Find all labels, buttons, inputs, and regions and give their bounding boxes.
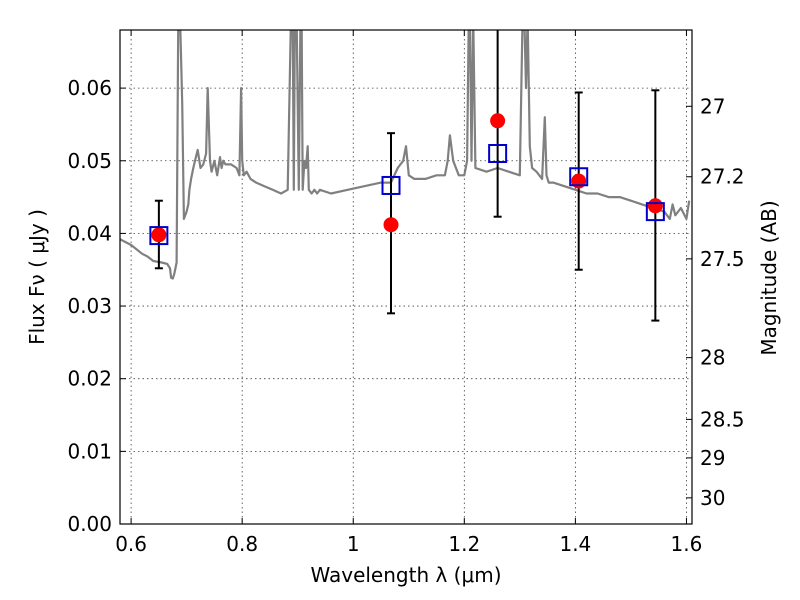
y-tick-label: 0.01 bbox=[67, 439, 112, 463]
right-tick-label: 28.5 bbox=[700, 407, 745, 431]
right-tick-label: 30 bbox=[700, 486, 725, 510]
model-square bbox=[645, 202, 665, 222]
ticks-layer: 0.6 0.8 1 1.2 1.4 1.6 0.00 0.01 0.02 0.03 0.04 0.05… bbox=[67, 30, 745, 556]
points-layer bbox=[149, 30, 665, 322]
y-tick-label: 0.04 bbox=[67, 221, 112, 245]
y-tick-label: 0.02 bbox=[67, 367, 112, 391]
y-tick-label: 0.00 bbox=[67, 512, 112, 536]
model-square bbox=[569, 167, 589, 187]
x-tick-label: 1.6 bbox=[671, 532, 703, 556]
x-axis-label: Wavelength λ (μm) bbox=[310, 563, 501, 587]
x-tick-label: 1.2 bbox=[448, 532, 480, 556]
x-tick-label: 1.4 bbox=[559, 532, 591, 556]
right-tick-label: 28 bbox=[700, 346, 725, 370]
y-tick-label: 0.05 bbox=[67, 149, 112, 173]
right-tick-label: 27.5 bbox=[700, 247, 745, 271]
y-tick-label: 0.03 bbox=[67, 294, 112, 318]
observed-point bbox=[571, 173, 587, 189]
observed-point bbox=[383, 217, 399, 233]
x-tick-label: 0.8 bbox=[226, 532, 258, 556]
x-tick-label: 0.6 bbox=[115, 532, 147, 556]
right-axis-label: Magnitude (AB) bbox=[757, 200, 781, 355]
observed-point bbox=[490, 113, 506, 129]
y-axis-label: Flux Fν ( μJy ) bbox=[25, 209, 49, 345]
right-tick-label: 29 bbox=[700, 446, 725, 470]
x-tick-label: 1 bbox=[347, 532, 360, 556]
y-tick-label: 0.06 bbox=[67, 76, 112, 100]
right-tick-label: 27.2 bbox=[700, 165, 745, 189]
plot-frame bbox=[119, 29, 693, 525]
spectrum-line bbox=[120, 30, 691, 280]
model-square bbox=[488, 144, 508, 163]
spectrum-layer bbox=[120, 30, 691, 280]
right-tick-label: 27 bbox=[700, 94, 725, 118]
grid bbox=[120, 30, 692, 525]
observed-point bbox=[647, 198, 663, 214]
model-square bbox=[381, 175, 401, 195]
model-square bbox=[149, 226, 169, 246]
observed-point bbox=[151, 227, 167, 243]
